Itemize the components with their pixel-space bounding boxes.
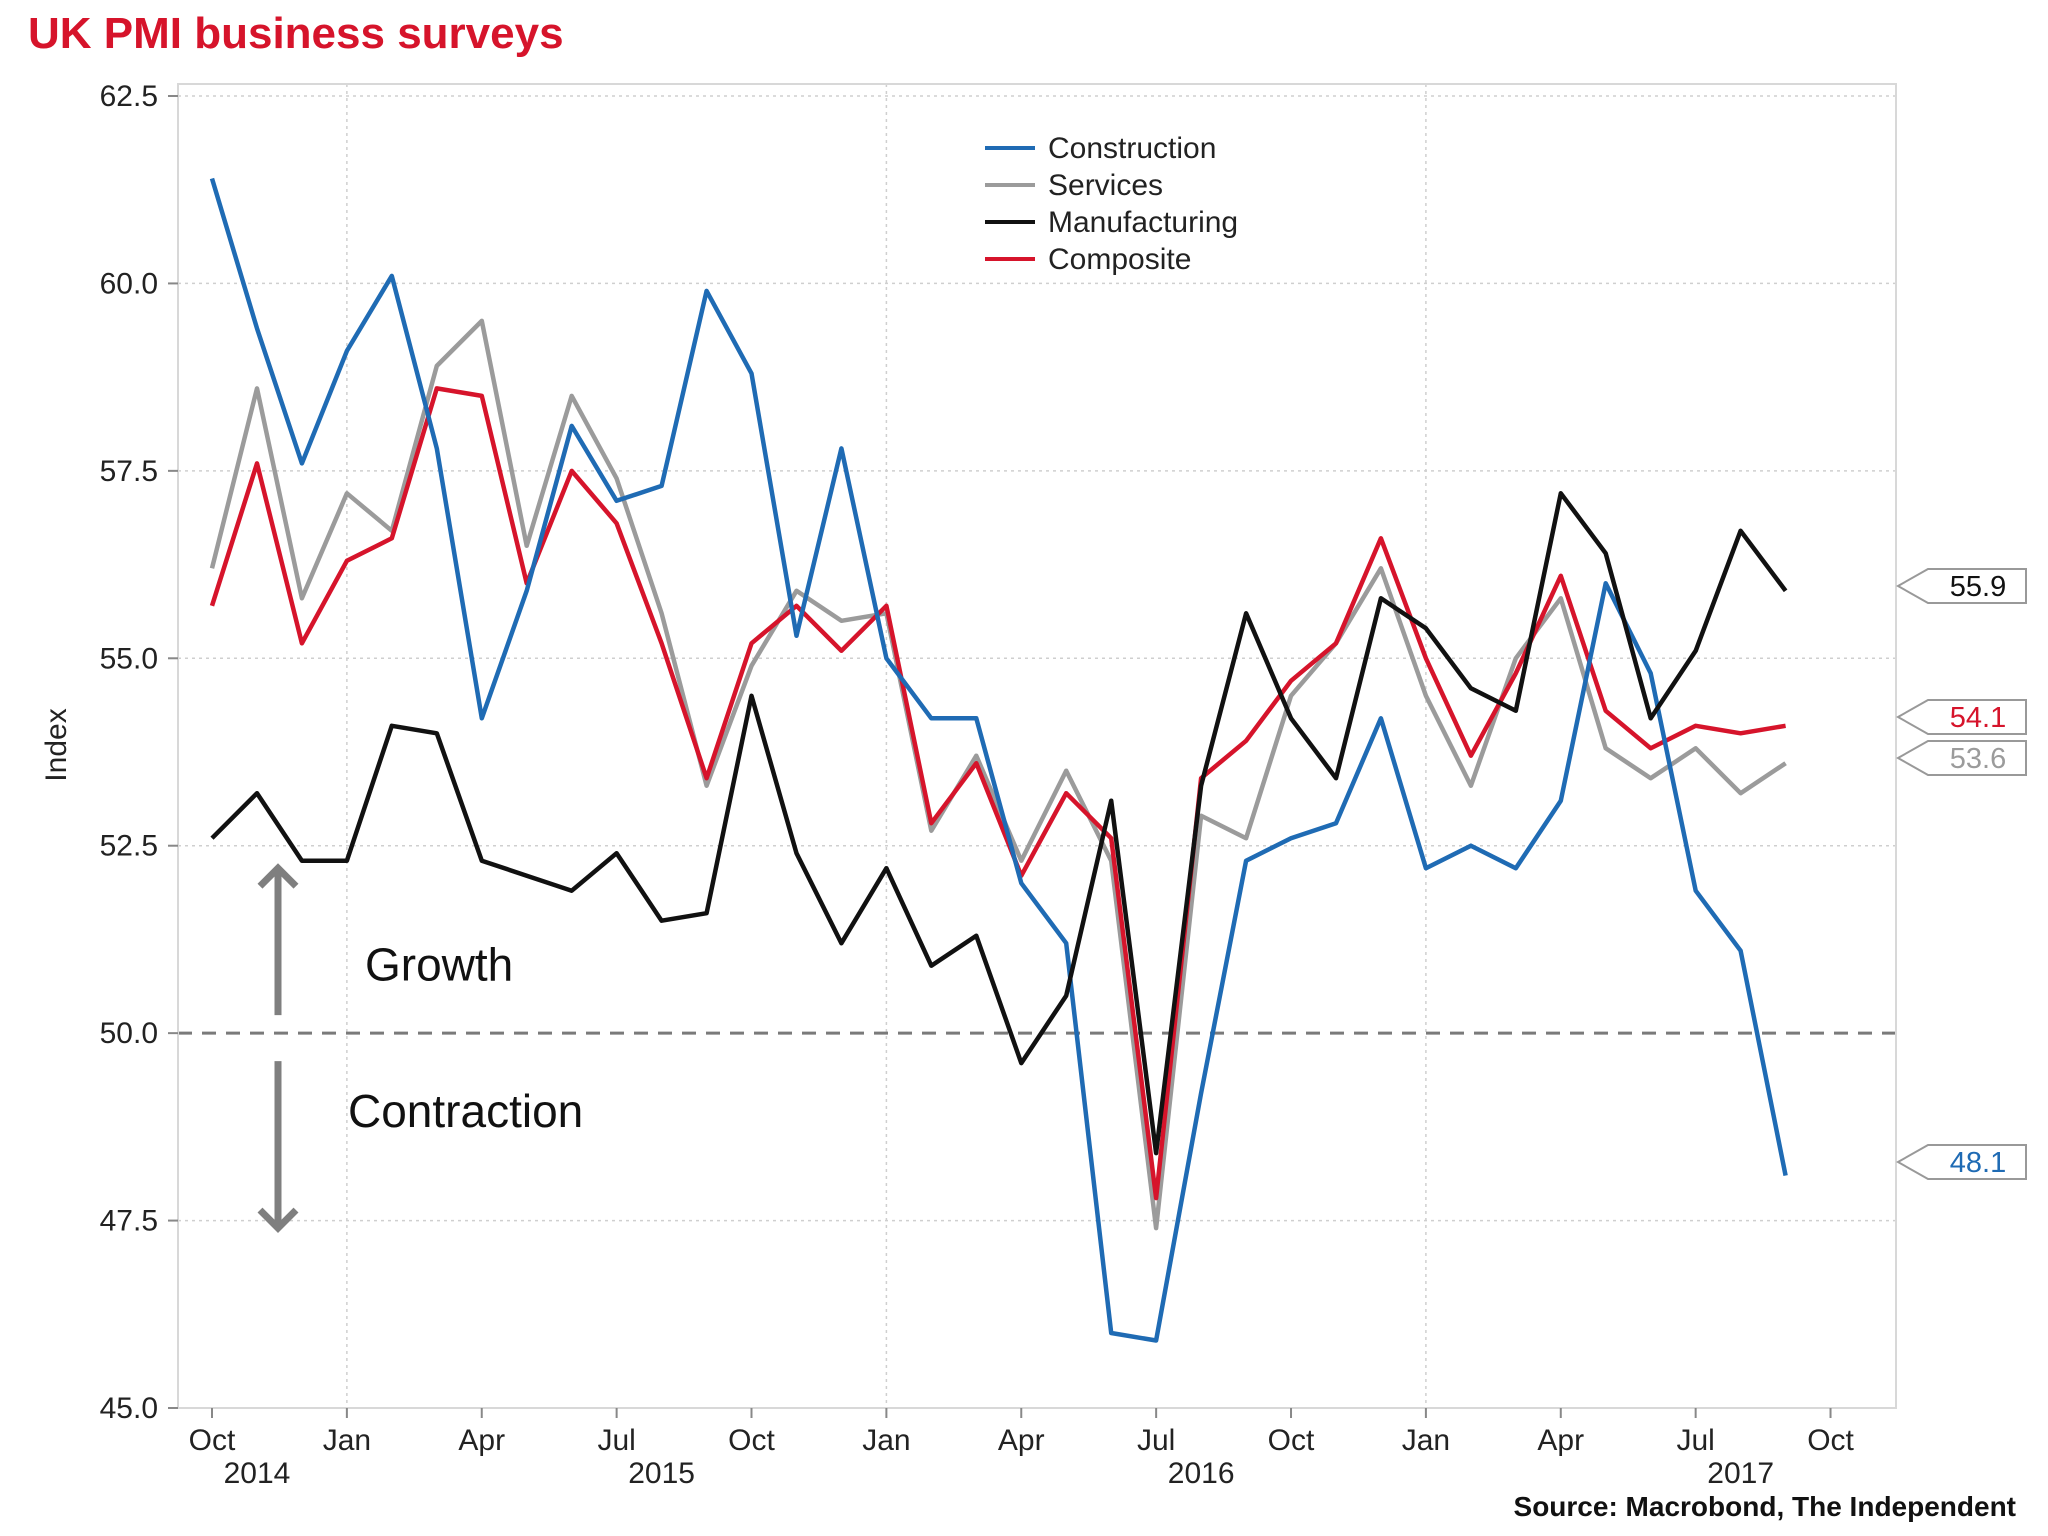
end-label-box-composite	[1895, 699, 2027, 735]
x-year-label: 2014	[224, 1457, 291, 1490]
x-tick-label: Apr	[458, 1424, 505, 1457]
y-tick-label: 55.0	[100, 642, 158, 675]
series-lines	[209, 177, 1788, 1343]
x-tick-label: Jan	[862, 1424, 910, 1457]
y-axis-label: Index	[40, 708, 73, 781]
x-tick-label: Jan	[323, 1424, 371, 1457]
source-note: Source: Macrobond, The Independent	[1514, 1491, 2016, 1522]
x-tick-label: Oct	[189, 1424, 236, 1457]
legend-label-services: Services	[1048, 169, 1163, 202]
x-tick-label: Jul	[1137, 1424, 1175, 1457]
y-axis: 45.0 47.5 50.0 52.5 55.0 57.5 60.0 62.5	[100, 80, 178, 1425]
legend-label-construction: Construction	[1048, 132, 1216, 165]
y-tick-label: 50.0	[100, 1017, 158, 1050]
end-labels: 48.1 53.6 55.9 54.1	[1895, 568, 2027, 1180]
plot-border	[177, 83, 1897, 1409]
x-tick-label: Apr	[998, 1424, 1045, 1457]
growth-contraction-annotation: Growth Contraction	[257, 863, 583, 1234]
legend-label-composite: Composite	[1048, 243, 1191, 276]
x-year-label: 2015	[628, 1457, 695, 1490]
x-tick-label: Oct	[1268, 1424, 1315, 1457]
y-tick-label: 60.0	[100, 267, 158, 300]
x-tick-label: Jul	[1676, 1424, 1714, 1457]
plot-frame	[177, 83, 1897, 1409]
x-year-label: 2017	[1707, 1457, 1774, 1490]
chart-title: UK PMI business surveys	[28, 9, 564, 58]
end-label-construction: 48.1	[1950, 1147, 2006, 1179]
x-tick-label: Oct	[728, 1424, 775, 1457]
grid	[178, 84, 1896, 1409]
growth-arrow-head	[257, 863, 299, 889]
end-label-box-construction	[1895, 1144, 2027, 1180]
x-tick-label: Jul	[597, 1424, 635, 1457]
x-tick-label: Jan	[1402, 1424, 1450, 1457]
end-label-box-services	[1895, 740, 2027, 776]
series-line-construction	[209, 177, 1788, 1343]
end-label-services: 53.6	[1950, 743, 2006, 775]
contraction-label: Contraction	[348, 1085, 583, 1137]
y-tick-label: 62.5	[100, 80, 158, 113]
end-label-manufacturing: 55.9	[1950, 571, 2006, 603]
series-line-composite	[209, 386, 1786, 1201]
x-tick-label: Apr	[1537, 1424, 1584, 1457]
y-tick-label: 52.5	[100, 830, 158, 863]
end-label-composite: 54.1	[1950, 702, 2006, 734]
legend: Construction Services Manufacturing Composi…	[985, 132, 1238, 276]
series-line-manufacturing	[210, 491, 1788, 1156]
growth-label: Growth	[365, 939, 513, 991]
y-tick-label: 45.0	[100, 1392, 158, 1425]
contraction-arrow-head	[257, 1207, 299, 1234]
end-label-box-manufacturing	[1895, 568, 2027, 604]
x-tick-label: Oct	[1807, 1424, 1854, 1457]
y-tick-label: 57.5	[100, 455, 158, 488]
legend-label-manufacturing: Manufacturing	[1048, 206, 1238, 239]
y-tick-label: 47.5	[100, 1205, 158, 1238]
x-year-label: 2016	[1168, 1457, 1235, 1490]
